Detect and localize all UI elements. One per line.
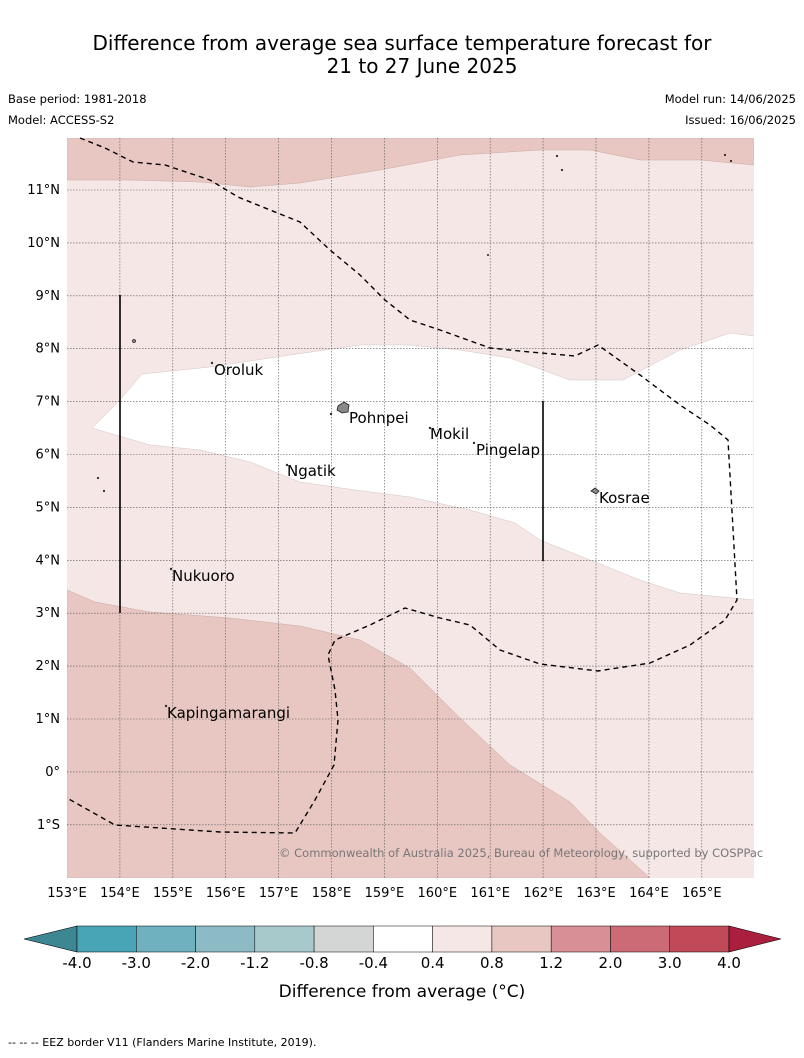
island-dot [729, 159, 733, 163]
ant-atoll [329, 412, 333, 416]
place-labels: Oroluk Pohnpei Mokil Pingelap Ngatik Kos… [167, 361, 650, 722]
place-label-kosrae: Kosrae [599, 489, 650, 507]
lon-tick-label: 153°E [47, 886, 87, 901]
longitude-labels: 153°E 154°E 155°E 156°E 157°E 158°E 159°E 160°E… [47, 886, 721, 901]
graticule [67, 138, 754, 878]
colorbar-segment [432, 925, 493, 953]
colorbar-tick-label: -0.4 [359, 954, 388, 972]
place-label-pingelap: Pingelap [476, 441, 540, 459]
lat-tick-label: 7°N [36, 395, 61, 410]
colorbar-tick-label: 2.0 [599, 954, 623, 972]
colorbar-tick-label: 4.0 [717, 954, 741, 972]
place-label-nukuoro: Nukuoro [172, 567, 235, 585]
island-dot [560, 168, 564, 172]
model-name: Model: ACCESS-S2 [8, 113, 115, 127]
colorbar-tick-label: -0.8 [299, 954, 328, 972]
lon-tick-label: 157°E [259, 886, 299, 901]
eez-footnote: -- -- -- EEZ border V11 (Flanders Marine… [8, 1036, 317, 1049]
colorbar-segment [550, 925, 611, 953]
eez-border [66, 137, 738, 834]
lat-tick-label: 8°N [36, 342, 61, 357]
lon-tick-label: 162°E [523, 886, 563, 901]
lat-tick-label: 5°N [36, 500, 61, 515]
boundary-lines [119, 295, 544, 613]
base-period: Base period: 1981-2018 [8, 92, 147, 106]
nukuoro-island [169, 567, 173, 571]
lat-tick-label: 9°N [36, 289, 61, 304]
issued-date: Issued: 16/06/2025 [685, 113, 796, 127]
lon-tick-label: 164°E [629, 886, 669, 901]
colorbar-label: Difference from average (°C) [279, 982, 526, 1002]
island-dot [96, 476, 100, 480]
anomaly-band-neutral [91, 332, 754, 601]
colorbar-tick-label: -3.0 [122, 954, 151, 972]
place-label-mokil: Mokil [430, 425, 469, 443]
colorbar-segment [76, 925, 137, 953]
island-dot [723, 153, 727, 157]
lat-tick-label: 4°N [36, 553, 61, 568]
lon-tick-label: 154°E [100, 886, 140, 901]
colorbar-tick-label: -4.0 [62, 954, 91, 972]
pohnpei-island [336, 401, 350, 414]
colorbar-segment [136, 925, 196, 953]
place-label-kapingamarangi: Kapingamarangi [167, 704, 290, 722]
lon-tick-label: 165°E [682, 886, 722, 901]
sst-anomaly-field [67, 138, 754, 878]
colorbar-extend-high [728, 925, 782, 953]
pingelap-island [472, 441, 476, 445]
title-line-2: 21 to 27 June 2025 [326, 54, 518, 78]
colorbar-tick-label: -1.2 [240, 954, 269, 972]
place-label-ngatik: Ngatik [287, 462, 336, 480]
colorbar-segment [610, 925, 670, 953]
kosrae-island [590, 487, 600, 495]
colorbar-segment [669, 925, 730, 953]
lat-tick-label: 0° [45, 765, 60, 780]
lon-tick-label: 156°E [206, 886, 246, 901]
ngatik-island [285, 463, 289, 467]
lat-tick-label: 10°N [27, 236, 60, 251]
copyright-notice: © Commonwealth of Australia 2025, Bureau… [279, 846, 763, 860]
lat-tick-label: 11°N [27, 183, 60, 198]
colorbar: -4.0 -3.0 -2.0 -1.2 -0.8 -0.4 0.4 0.8 1.2 2.0 3.0 4… [23, 925, 782, 972]
colorbar-segment [491, 925, 552, 953]
island-dot [102, 489, 106, 493]
lat-tick-label: 2°N [36, 659, 61, 674]
kapingamarangi-island [164, 704, 168, 708]
island-dot [555, 154, 559, 158]
colorbar-segment [254, 925, 315, 953]
place-label-pohnpei: Pohnpei [349, 409, 409, 427]
model-run: Model run: 14/06/2025 [664, 92, 796, 106]
mokil-island [428, 426, 432, 430]
colorbar-tick-label: 0.4 [421, 954, 445, 972]
island-dot [486, 253, 489, 256]
colorbar-tick-label: 1.2 [539, 954, 563, 972]
island-dot [132, 339, 136, 343]
anomaly-band-0.8-1.2-north [67, 138, 754, 188]
lon-tick-label: 160°E [418, 886, 458, 901]
latitude-labels: 11°N 10°N 9°N 8°N 7°N 6°N 5°N 4°N 3°N 2°N 1°N 0° 1°S [27, 183, 60, 833]
forecast-map: Oroluk Pohnpei Mokil Pingelap Ngatik Kos… [23, 137, 782, 1002]
colorbar-tick-label: 0.8 [480, 954, 504, 972]
lon-tick-label: 161°E [470, 886, 510, 901]
lat-tick-label: 6°N [36, 448, 61, 463]
lon-tick-label: 155°E [153, 886, 193, 901]
chart-title: Difference from average sea surface temp… [0, 32, 804, 78]
lat-tick-label: 1°S [37, 818, 60, 833]
lat-tick-label: 3°N [36, 606, 61, 621]
colorbar-tick-label: 3.0 [658, 954, 682, 972]
title-line-1: Difference from average sea surface temp… [92, 31, 712, 55]
colorbar-segment [195, 925, 256, 953]
lon-tick-label: 159°E [365, 886, 405, 901]
lon-tick-label: 158°E [312, 886, 352, 901]
lat-tick-label: 1°N [36, 712, 61, 727]
oroluk-island [210, 361, 214, 365]
lon-tick-label: 163°E [576, 886, 616, 901]
colorbar-segment [373, 925, 433, 953]
colorbar-segment [313, 925, 374, 953]
islands [96, 153, 733, 708]
place-label-oroluk: Oroluk [214, 361, 263, 379]
colorbar-tick-label: -2.0 [181, 954, 210, 972]
colorbar-extend-low [23, 925, 78, 953]
